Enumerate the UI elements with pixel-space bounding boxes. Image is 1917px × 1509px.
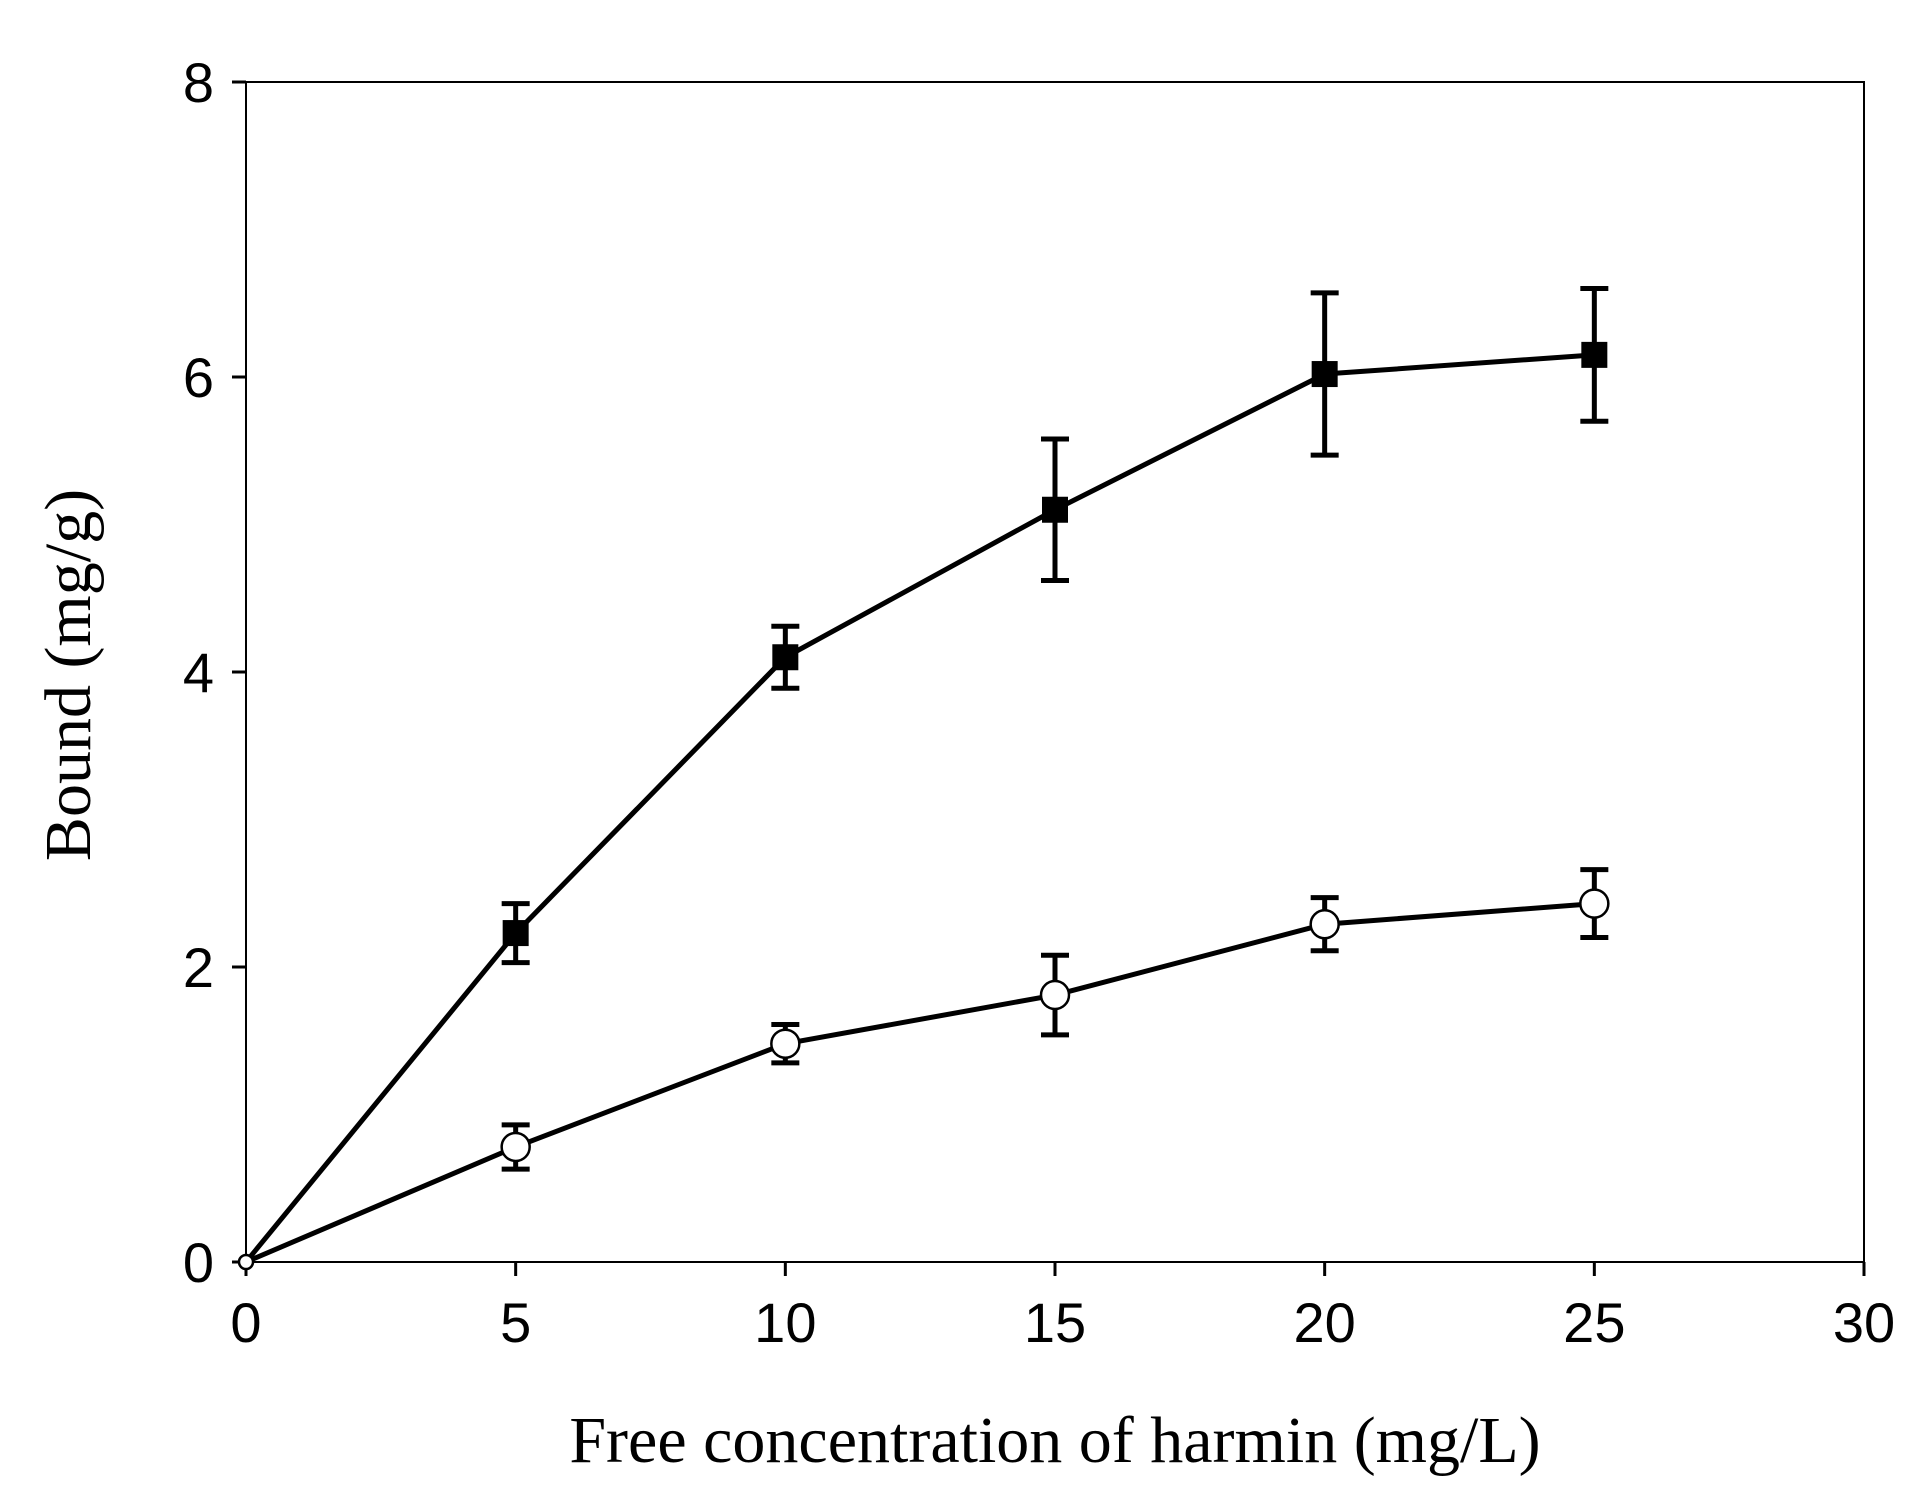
data-point-circle <box>1579 888 1610 919</box>
data-point-circle <box>237 1253 255 1271</box>
plot-area: 0 5 10 15 20 25 30 0 2 4 6 8 <box>183 51 1895 1354</box>
data-point-circle <box>1039 979 1071 1011</box>
x-tick-label: 10 <box>754 1291 816 1354</box>
data-point-square <box>1042 496 1068 523</box>
x-tick-label: 20 <box>1294 1291 1356 1354</box>
y-tick-label: 6 <box>183 346 214 409</box>
data-point-square <box>1311 361 1338 388</box>
y-tick-label: 2 <box>183 936 214 999</box>
y-axis-title: Bound (mg/g) <box>32 489 105 861</box>
y-tick-label: 0 <box>183 1231 214 1294</box>
x-tick-label: 30 <box>1833 1291 1895 1354</box>
y-tick-label: 8 <box>183 51 214 114</box>
x-tick-label: 15 <box>1024 1291 1086 1354</box>
series-line-2 <box>245 901 1595 1265</box>
x-tick-label: 5 <box>500 1291 531 1354</box>
data-point-circle <box>1309 908 1340 940</box>
data-point-square <box>1581 341 1608 368</box>
data-point-square <box>772 644 799 671</box>
series-line-1 <box>244 352 1595 1264</box>
x-tick-label: 0 <box>230 1291 261 1354</box>
data-point-circle <box>770 1028 801 1059</box>
data-point-square <box>502 920 529 947</box>
x-tick-label: 25 <box>1563 1291 1625 1354</box>
data-point-circle <box>500 1131 531 1163</box>
y-tick-label: 4 <box>183 641 214 704</box>
x-axis-title: Free concentration of harmin (mg/L) <box>569 1404 1540 1477</box>
